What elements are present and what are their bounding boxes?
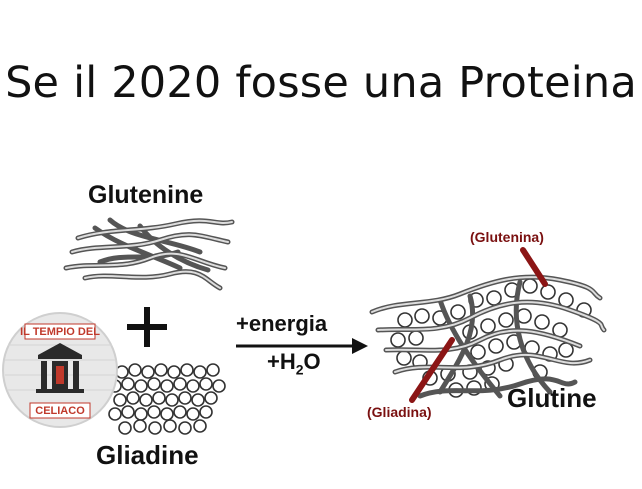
il-tempio-del-celiaco-logo: IL TEMPIO DEL CELIACO — [2, 312, 118, 428]
logo-bottom-text: CELIACO — [35, 405, 85, 417]
plus-sign — [127, 307, 167, 347]
page-title: Se il 2020 fosse una Proteina — [5, 58, 637, 108]
glutine-strands-inner — [371, 276, 605, 373]
water-sub: 2 — [295, 361, 304, 378]
glutenina-label: (Glutenina) — [470, 229, 544, 245]
water-end: O — [303, 349, 321, 374]
reaction-arrow — [236, 338, 368, 354]
gliadine-circles — [108, 363, 226, 435]
logo-top-text: IL TEMPIO DEL — [20, 326, 100, 338]
glutine-label: Glutine — [507, 383, 597, 413]
gliadina-pointer — [409, 337, 455, 403]
glutenina-pointer — [520, 247, 548, 287]
gliadine-label: Gliadine — [96, 440, 199, 470]
water-main: +H — [267, 349, 296, 374]
glutenine-strands-inner — [65, 219, 233, 289]
gliadina-label: (Gliadina) — [367, 404, 432, 420]
glutenine-label: Glutenine — [88, 181, 204, 209]
energia-label: +energia — [236, 311, 328, 336]
water-label: +H2O — [267, 349, 321, 377]
